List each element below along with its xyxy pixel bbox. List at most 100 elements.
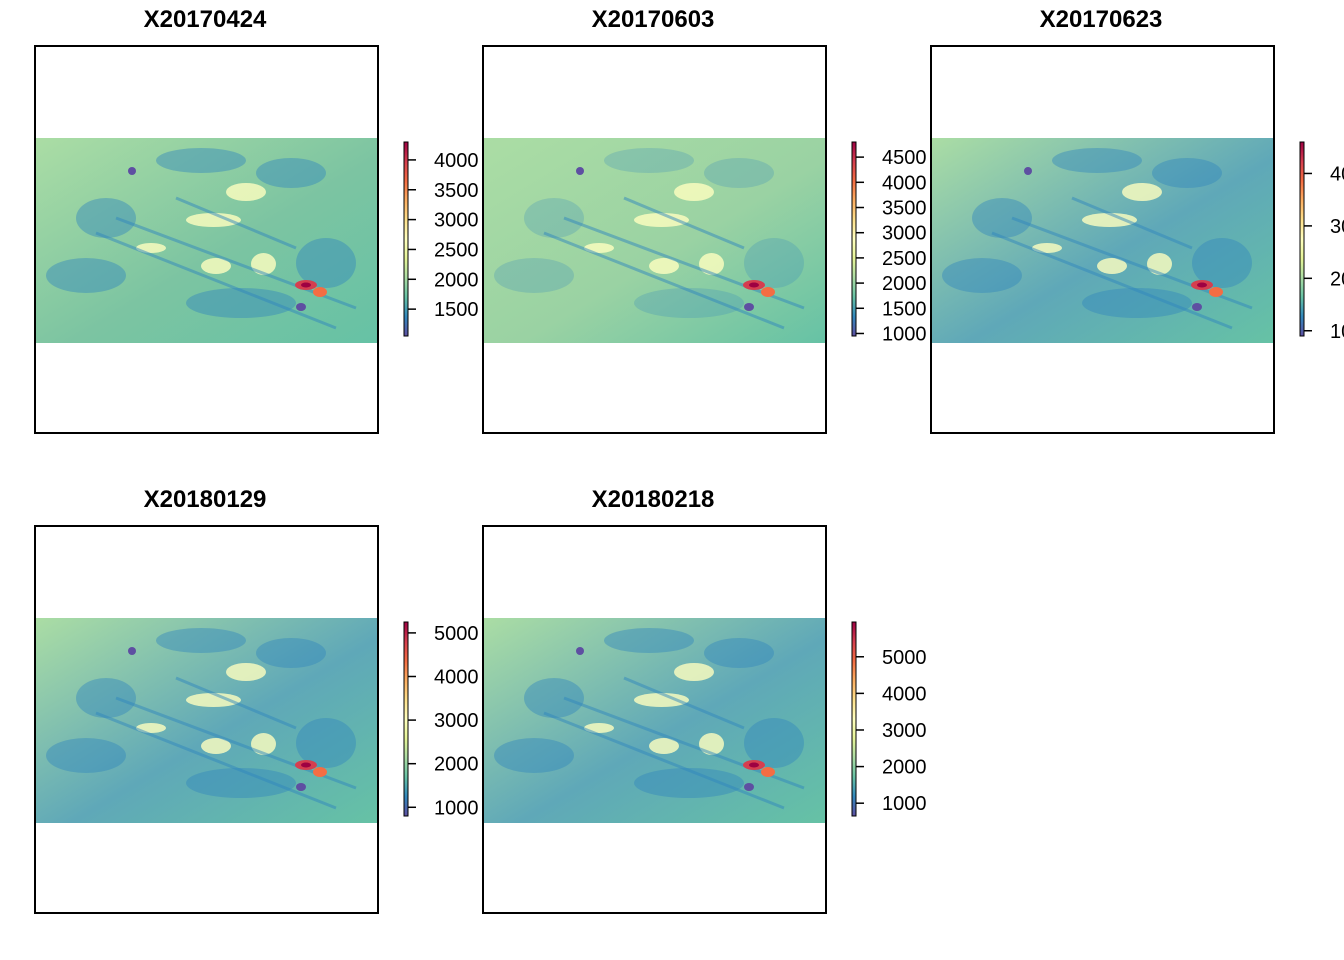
raster-dark-spot bbox=[1192, 303, 1202, 311]
legend-tick-label: 5000 bbox=[434, 623, 479, 645]
raster-low-area bbox=[744, 238, 804, 288]
raster-image bbox=[36, 618, 377, 823]
legend-tick-label: 3000 bbox=[882, 720, 927, 742]
panel-title: X20180218 bbox=[591, 486, 715, 513]
raster-road bbox=[623, 676, 745, 730]
raster-bright-area bbox=[1097, 258, 1127, 274]
raster-road bbox=[175, 676, 297, 730]
raster-low-area bbox=[156, 148, 246, 173]
legend-tick-label: 5000 bbox=[882, 647, 927, 669]
raster-panel-2: X20170603 1000 1500 2000 2500 3000 3500 4000 45… bbox=[448, 0, 927, 480]
map-frame bbox=[482, 45, 827, 434]
color-legend: 1000 2000 3000 4000 5000 bbox=[400, 620, 520, 820]
raster-road bbox=[175, 196, 297, 250]
raster-low-area bbox=[296, 238, 356, 288]
raster-low-area bbox=[634, 768, 744, 798]
raster-dark-spot bbox=[744, 783, 754, 791]
raster-background bbox=[932, 138, 1273, 343]
raster-road bbox=[623, 196, 745, 250]
raster-low-area bbox=[704, 638, 774, 668]
raster-image bbox=[484, 138, 825, 343]
raster-low-area bbox=[256, 638, 326, 668]
legend-tick-label: 2000 bbox=[882, 273, 927, 295]
raster-bright-area bbox=[699, 253, 724, 275]
panel-title: X20170603 bbox=[591, 6, 715, 33]
raster-bright-area bbox=[649, 258, 679, 274]
legend-tick-label: 2500 bbox=[434, 239, 479, 261]
raster-low-area bbox=[494, 738, 574, 773]
raster-bright-area bbox=[634, 693, 689, 707]
raster-hot-core bbox=[301, 762, 311, 768]
raster-hot-spot bbox=[313, 287, 327, 297]
raster-low-area bbox=[604, 628, 694, 653]
raster-road bbox=[95, 711, 337, 810]
legend-color-bar bbox=[403, 621, 409, 817]
raster-panel-4: X20180129 1000 2000 3000 4000 5000 bbox=[0, 480, 479, 960]
legend-tick-label: 40 bbox=[1330, 163, 1344, 185]
raster-bright-area bbox=[649, 738, 679, 754]
panel-title: X20170623 bbox=[1039, 6, 1163, 33]
raster-hot-spot bbox=[1209, 287, 1223, 297]
raster-bright-area bbox=[674, 663, 714, 681]
raster-hot-core bbox=[301, 282, 311, 288]
raster-image bbox=[932, 138, 1273, 343]
raster-bright-area bbox=[1147, 253, 1172, 275]
color-legend: 1000 1500 2000 2500 3000 3500 4000 4500 bbox=[848, 140, 968, 345]
raster-low-area bbox=[186, 768, 296, 798]
raster-hot-core bbox=[1197, 282, 1207, 288]
legend-color-bar bbox=[851, 621, 857, 817]
legend-tick-label: 2000 bbox=[882, 757, 927, 779]
raster-low-area bbox=[1152, 158, 1222, 188]
raster-low-area bbox=[46, 738, 126, 773]
raster-low-area bbox=[524, 678, 584, 718]
raster-low-area bbox=[76, 198, 136, 238]
legend-svg: 1000 2000 3000 4000 5000 bbox=[403, 621, 479, 819]
raster-bright-area bbox=[1122, 183, 1162, 201]
raster-low-area bbox=[76, 678, 136, 718]
legend-tick-label: 3000 bbox=[434, 710, 479, 732]
raster-dark-spot bbox=[1024, 167, 1032, 175]
raster-dark-spot bbox=[296, 783, 306, 791]
legend-tick-label: 1000 bbox=[434, 797, 479, 819]
legend-tick-label: 3500 bbox=[434, 180, 479, 202]
raster-bright-area bbox=[1082, 213, 1137, 227]
raster-image bbox=[484, 618, 825, 823]
legend-tick-label: 2500 bbox=[882, 248, 927, 270]
color-legend: 1500 2000 2500 3000 3500 4000 bbox=[400, 140, 520, 340]
legend-tick-label: 30 bbox=[1330, 216, 1344, 238]
raster-bright-area bbox=[226, 183, 266, 201]
legend-tick-label: 1000 bbox=[882, 793, 927, 815]
raster-background bbox=[484, 618, 825, 823]
raster-low-area bbox=[46, 258, 126, 293]
legend-tick-label: 1000 bbox=[882, 323, 927, 345]
raster-bright-area bbox=[186, 213, 241, 227]
raster-bright-area bbox=[201, 738, 231, 754]
legend-svg: 1500 2000 2500 3000 3500 4000 bbox=[403, 141, 479, 337]
legend-svg: 1000 2000 3000 4000 5000 bbox=[851, 621, 927, 817]
raster-low-area bbox=[524, 198, 584, 238]
legend-svg: 10 20 30 40 bbox=[1299, 141, 1344, 343]
raster-panel-3: X20170623 10 20 30 40 bbox=[896, 0, 1344, 480]
legend-tick-label: 3500 bbox=[882, 198, 927, 220]
raster-dark-spot bbox=[576, 167, 584, 175]
raster-road bbox=[991, 231, 1233, 330]
raster-panel-5: X20180218 1000 2000 3000 4000 5000 bbox=[448, 480, 927, 960]
map-frame bbox=[34, 45, 379, 434]
raster-background bbox=[36, 618, 377, 823]
map-frame bbox=[34, 525, 379, 914]
legend-tick-label: 2000 bbox=[434, 754, 479, 776]
raster-low-area bbox=[296, 718, 356, 768]
panel-title: X20170424 bbox=[143, 6, 267, 33]
panel-title: X20180129 bbox=[143, 486, 267, 513]
legend-color-bar bbox=[403, 141, 409, 337]
legend-tick-label: 4000 bbox=[882, 683, 927, 705]
raster-low-area bbox=[1052, 148, 1142, 173]
map-frame bbox=[930, 45, 1275, 434]
raster-low-area bbox=[156, 628, 246, 653]
raster-dark-spot bbox=[128, 167, 136, 175]
raster-hot-spot bbox=[761, 767, 775, 777]
raster-road bbox=[543, 711, 785, 810]
raster-bright-area bbox=[634, 213, 689, 227]
raster-bright-area bbox=[699, 733, 724, 755]
raster-background bbox=[36, 138, 377, 343]
